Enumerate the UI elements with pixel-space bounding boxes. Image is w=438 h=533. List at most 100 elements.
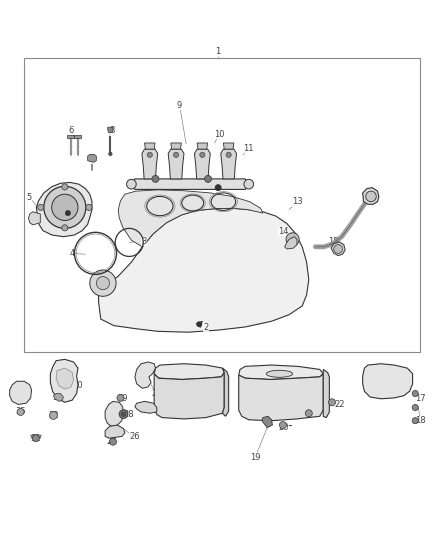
Polygon shape: [53, 393, 64, 401]
Text: 16: 16: [363, 190, 373, 199]
Circle shape: [197, 322, 202, 327]
Text: 11: 11: [243, 144, 254, 153]
Circle shape: [62, 184, 68, 190]
Text: 2: 2: [203, 324, 208, 332]
Bar: [24, 59, 420, 352]
Text: 6: 6: [68, 126, 74, 135]
Polygon shape: [239, 365, 323, 379]
Polygon shape: [108, 127, 113, 133]
Polygon shape: [223, 368, 229, 416]
Text: 10: 10: [214, 130, 224, 139]
Polygon shape: [262, 416, 272, 427]
Circle shape: [412, 418, 418, 424]
Text: 30: 30: [72, 381, 83, 390]
Polygon shape: [105, 425, 125, 438]
Polygon shape: [118, 190, 263, 247]
Text: 34: 34: [16, 383, 26, 391]
Circle shape: [109, 152, 112, 156]
Circle shape: [412, 405, 418, 410]
Polygon shape: [131, 179, 250, 189]
Polygon shape: [363, 364, 413, 399]
Circle shape: [96, 277, 110, 290]
Polygon shape: [28, 212, 40, 225]
Circle shape: [121, 412, 126, 416]
Polygon shape: [331, 242, 345, 255]
Polygon shape: [10, 381, 32, 405]
Circle shape: [117, 394, 124, 401]
Circle shape: [173, 152, 179, 157]
Text: 5: 5: [27, 193, 32, 202]
Polygon shape: [285, 237, 297, 249]
Text: 32: 32: [48, 411, 59, 420]
Text: 13: 13: [293, 197, 303, 206]
Text: 23: 23: [314, 387, 324, 396]
Polygon shape: [88, 155, 96, 162]
Circle shape: [334, 245, 343, 253]
Text: 14: 14: [279, 227, 289, 236]
Circle shape: [44, 187, 86, 229]
Text: 33: 33: [53, 393, 63, 402]
Polygon shape: [105, 401, 124, 426]
Text: 25: 25: [151, 389, 162, 398]
Text: 9: 9: [177, 101, 182, 110]
Text: 4: 4: [70, 249, 75, 258]
Polygon shape: [145, 143, 155, 149]
Ellipse shape: [266, 370, 293, 377]
Circle shape: [49, 411, 57, 419]
Polygon shape: [31, 435, 41, 438]
Circle shape: [286, 233, 299, 246]
Ellipse shape: [244, 179, 254, 189]
Circle shape: [205, 175, 212, 182]
Circle shape: [110, 438, 117, 445]
Circle shape: [200, 152, 205, 157]
Polygon shape: [142, 149, 158, 179]
Polygon shape: [239, 374, 323, 421]
Circle shape: [226, 152, 231, 157]
Circle shape: [328, 399, 336, 406]
Text: 17: 17: [415, 394, 426, 403]
Polygon shape: [50, 359, 78, 402]
Text: 8: 8: [109, 126, 114, 135]
Text: 21: 21: [304, 409, 315, 418]
Polygon shape: [99, 208, 309, 332]
Polygon shape: [36, 182, 92, 237]
Polygon shape: [56, 368, 74, 389]
Text: 22: 22: [334, 400, 345, 409]
Circle shape: [152, 175, 159, 182]
Text: 27: 27: [106, 437, 117, 446]
Circle shape: [90, 270, 116, 296]
Polygon shape: [135, 401, 157, 413]
Circle shape: [32, 435, 39, 442]
Text: 29: 29: [117, 394, 128, 403]
Circle shape: [215, 184, 221, 191]
Ellipse shape: [127, 179, 136, 189]
Circle shape: [412, 391, 418, 397]
Circle shape: [52, 194, 78, 221]
Text: 26: 26: [129, 432, 140, 441]
Text: 15: 15: [328, 237, 338, 246]
Polygon shape: [92, 275, 114, 293]
Circle shape: [147, 152, 152, 157]
Polygon shape: [363, 188, 379, 204]
Text: 18: 18: [415, 416, 426, 425]
Text: 12: 12: [233, 180, 244, 189]
Text: 24: 24: [199, 381, 210, 390]
Text: 31: 31: [31, 434, 41, 443]
Polygon shape: [171, 143, 181, 149]
Polygon shape: [67, 135, 74, 138]
Polygon shape: [194, 149, 210, 179]
Text: 28: 28: [123, 409, 134, 418]
Polygon shape: [74, 135, 81, 138]
Polygon shape: [197, 143, 208, 149]
Text: 1: 1: [215, 47, 220, 56]
Circle shape: [62, 225, 68, 231]
Circle shape: [65, 211, 71, 216]
Text: 1: 1: [215, 47, 220, 56]
Text: 19: 19: [250, 453, 261, 462]
Text: 7: 7: [88, 155, 94, 164]
Polygon shape: [154, 364, 224, 379]
Polygon shape: [154, 373, 224, 419]
Polygon shape: [223, 143, 234, 149]
Text: 3: 3: [141, 237, 146, 246]
Text: 2: 2: [48, 209, 53, 219]
